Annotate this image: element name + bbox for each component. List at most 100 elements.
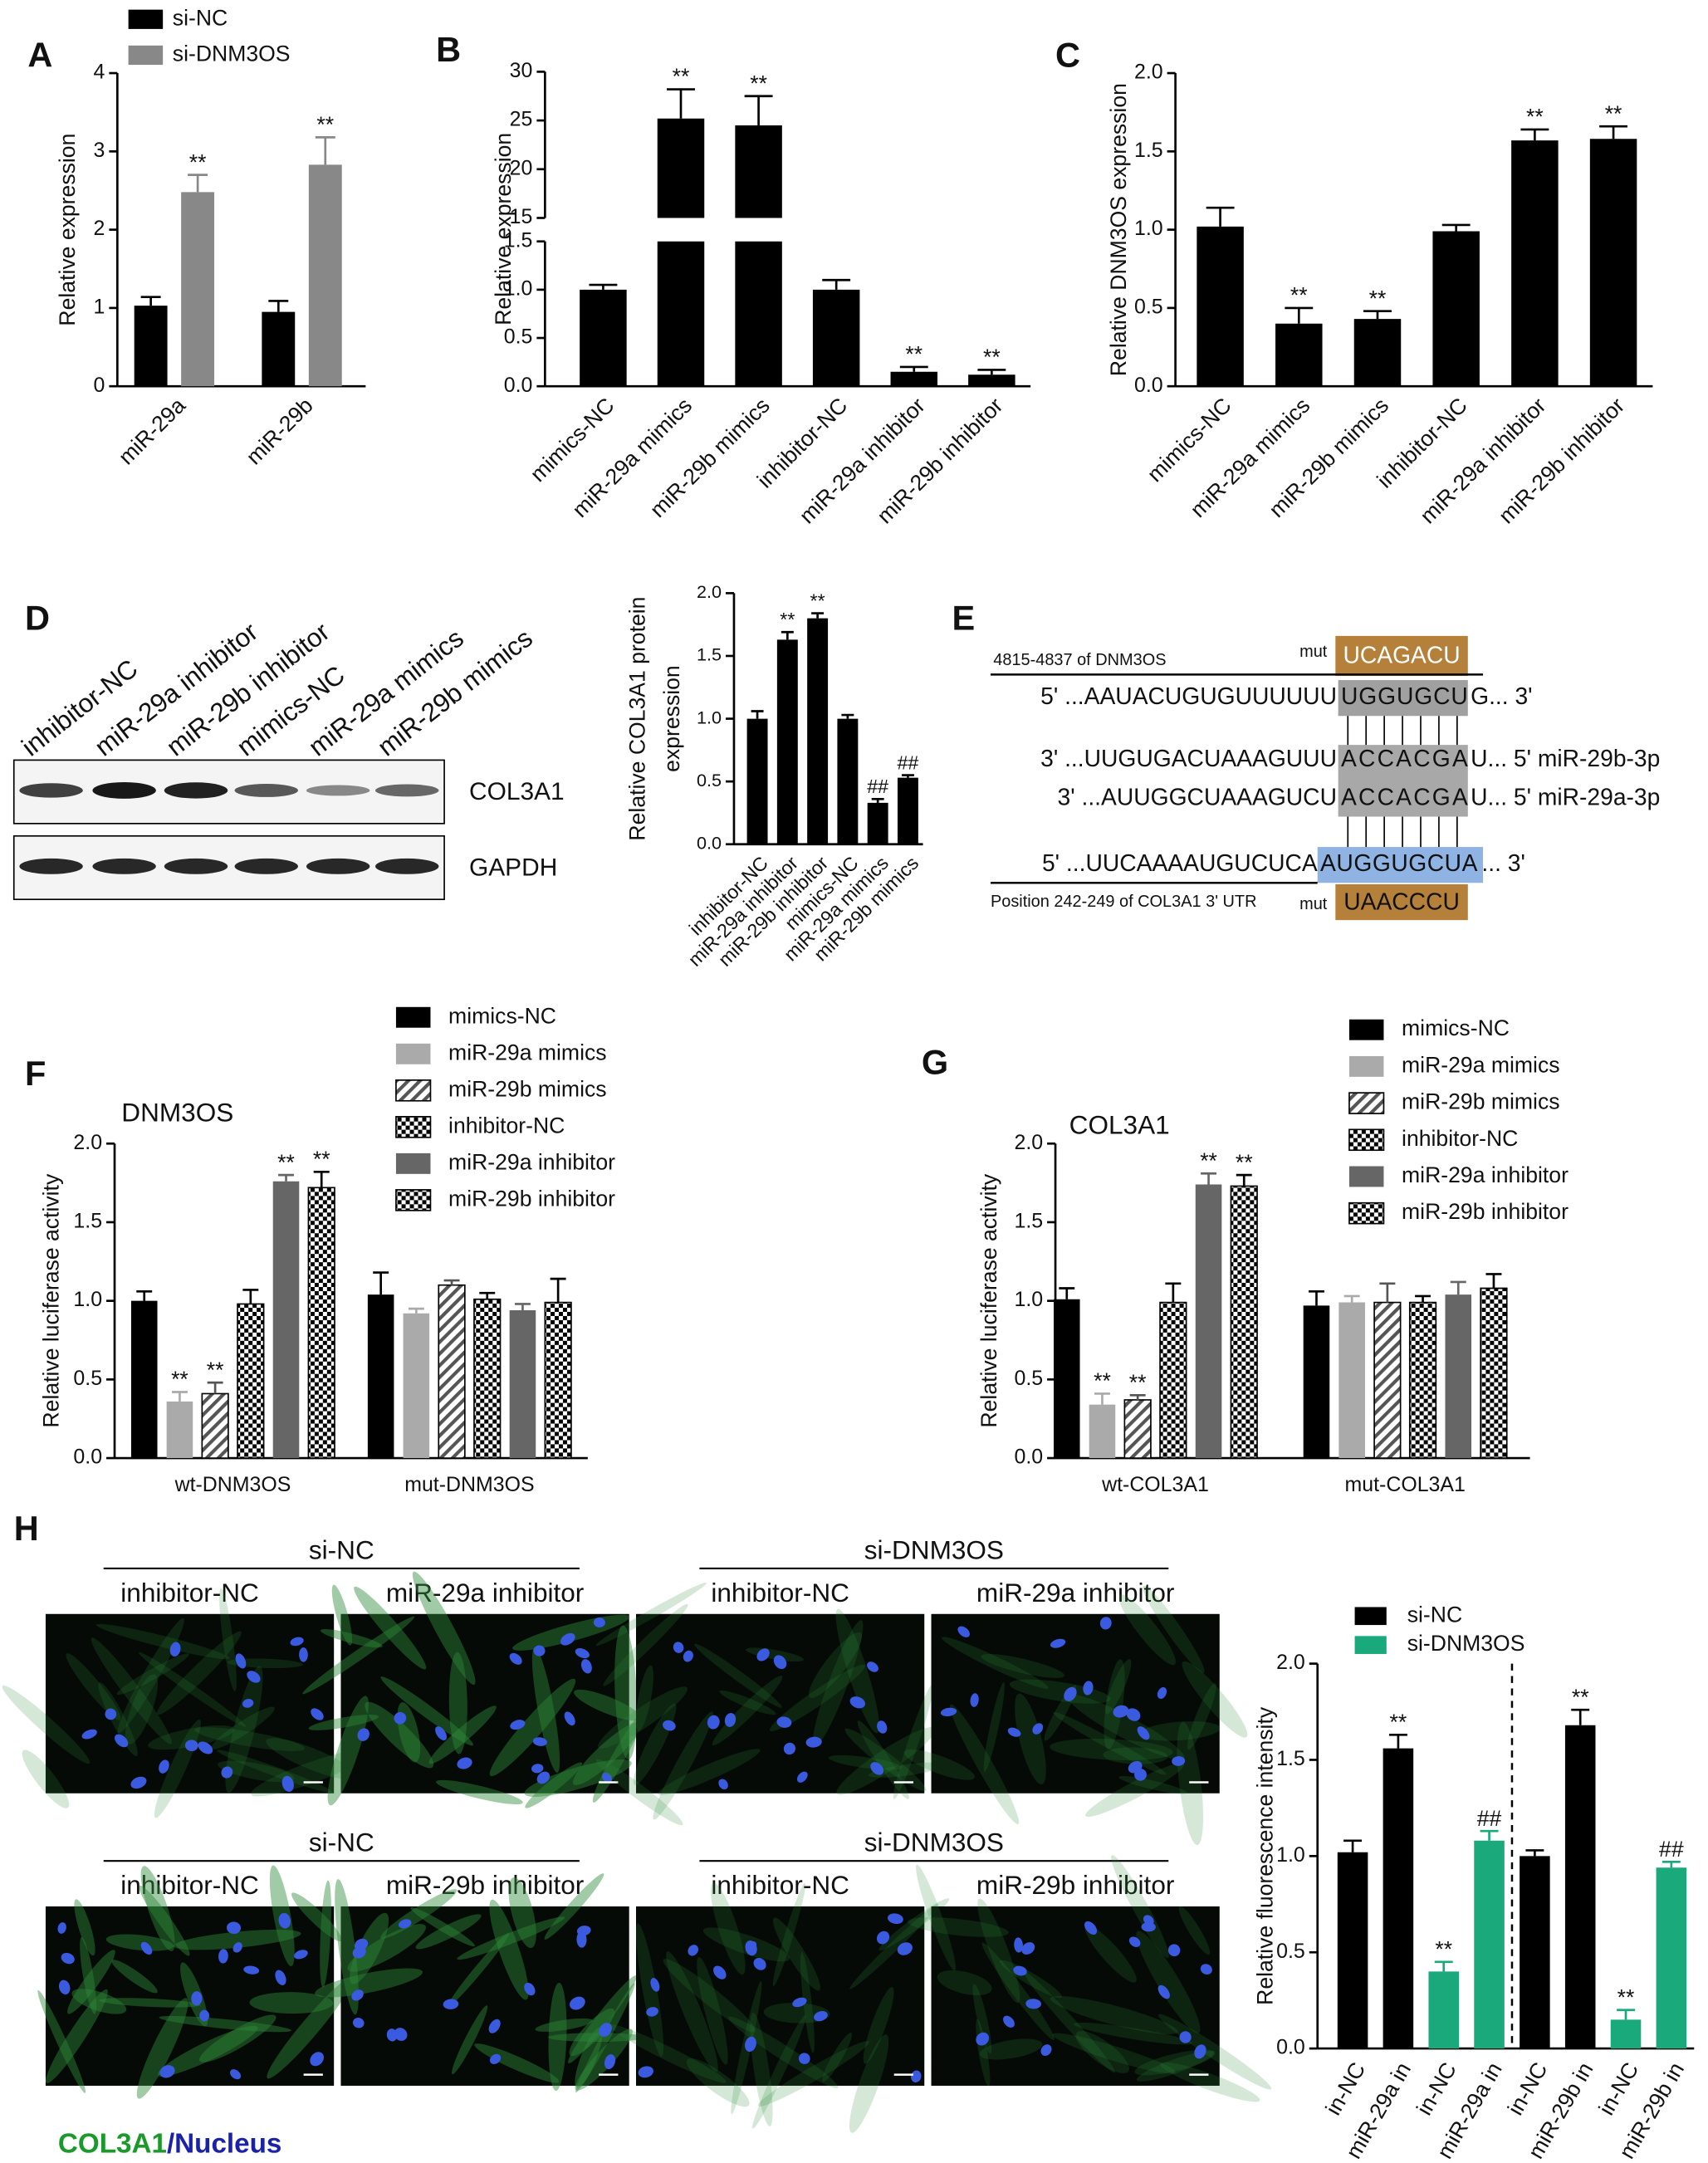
sequence-site: ACCACGA xyxy=(1341,783,1468,810)
group-label: si-NC xyxy=(309,1828,374,1857)
bar xyxy=(1053,1299,1080,1459)
fiber xyxy=(1050,1995,1178,2034)
fiber xyxy=(148,1725,235,1750)
bar xyxy=(1373,1301,1402,1459)
fiber xyxy=(80,1936,97,2014)
x-tick-label: wt-COL3A1 xyxy=(1101,1473,1209,1496)
fiber xyxy=(140,1866,175,1951)
nucleus xyxy=(575,1647,590,1659)
fiber xyxy=(916,1864,956,1971)
nucleus xyxy=(394,1711,407,1725)
fiber xyxy=(508,1877,536,1949)
bar xyxy=(1480,1287,1508,1459)
y-tick-label: 1.0 xyxy=(1276,1843,1305,1867)
nucleus xyxy=(61,1952,75,1965)
fiber xyxy=(575,2027,603,2088)
fiber xyxy=(218,1760,295,1783)
nucleus xyxy=(756,1648,770,1661)
nucleus xyxy=(1014,1937,1023,1953)
y-tick-label: 2 xyxy=(94,217,105,240)
nucleus xyxy=(570,1996,585,2010)
fiber xyxy=(836,1726,936,1795)
legend-label: miR-29a mimics xyxy=(1402,1052,1560,1077)
nucleus xyxy=(399,1919,412,1929)
nucleus xyxy=(159,2065,175,2078)
error-bar xyxy=(1520,128,1549,141)
bar xyxy=(307,1187,335,1459)
fiber xyxy=(1139,1721,1221,1741)
legend-swatch xyxy=(395,1043,431,1064)
nucleus xyxy=(191,1991,203,2006)
nucleus xyxy=(724,1712,737,1727)
y-tick-label: 0.0 xyxy=(504,374,533,397)
error-bar xyxy=(1308,1289,1324,1306)
nucleus xyxy=(876,1931,890,1945)
annotation: ** xyxy=(750,71,767,95)
fiber xyxy=(66,1653,121,1720)
fiber xyxy=(1111,1855,1169,1959)
nucleus xyxy=(311,1708,324,1720)
fiber xyxy=(22,1749,70,1808)
nucleus xyxy=(593,1617,605,1627)
fiber xyxy=(139,1652,247,1727)
nucleus xyxy=(357,1728,369,1741)
caption-counterstain: /Nucleus xyxy=(167,2128,281,2159)
fiber xyxy=(869,1762,947,1778)
nucleus xyxy=(877,1720,888,1734)
fiber xyxy=(320,1629,383,1648)
bar xyxy=(1408,1301,1437,1459)
y-tick-label: 0 xyxy=(94,374,105,397)
bar xyxy=(1428,1971,1460,2049)
nucleus xyxy=(650,1978,660,1992)
nucleus xyxy=(976,2032,990,2046)
y-tick-label: 1.0 xyxy=(1134,217,1163,240)
nucleus xyxy=(232,1942,242,1953)
annotation: ** xyxy=(1094,1368,1111,1393)
nucleus xyxy=(532,1737,547,1746)
error-bar xyxy=(1571,1708,1590,1725)
nucleus xyxy=(115,1734,129,1748)
fiber xyxy=(822,2032,853,2082)
nucleus xyxy=(105,1708,117,1720)
nucleus xyxy=(351,1989,364,2001)
y-tick-label: 0.0 xyxy=(73,1446,102,1469)
y-tick-label: 0.0 xyxy=(697,832,722,853)
fiber xyxy=(800,1951,815,2053)
fiber xyxy=(595,1583,707,1647)
error-bar xyxy=(1450,1280,1466,1295)
fiber xyxy=(308,1715,379,1730)
bar xyxy=(272,1181,300,1459)
legend-swatch xyxy=(1348,1201,1385,1225)
nucleus xyxy=(1083,1681,1094,1696)
bar xyxy=(1589,139,1637,387)
fiber xyxy=(844,1728,927,1792)
fiber xyxy=(772,1917,820,1991)
fiber xyxy=(1105,1659,1132,1715)
nucleus xyxy=(57,1922,66,1934)
bar xyxy=(1656,1867,1687,2049)
condition-label: miR-29a inhibitor xyxy=(976,1578,1174,1608)
annotation: ** xyxy=(1605,101,1622,126)
fiber xyxy=(1103,1747,1168,1764)
error-bar xyxy=(550,1277,566,1303)
nucleus xyxy=(81,1729,97,1740)
nucleus xyxy=(1141,1922,1156,1932)
bar xyxy=(1511,140,1559,387)
fiber xyxy=(981,1942,1055,2041)
nucleus xyxy=(524,1982,536,1996)
row-label: COL3A1 xyxy=(469,778,565,805)
fiber xyxy=(614,1625,638,1760)
error-bar xyxy=(479,1291,496,1299)
legend-label: mimics-NC xyxy=(1402,1015,1510,1040)
legend-label: mimics-NC xyxy=(448,1003,556,1028)
y-tick-label: 3 xyxy=(94,139,105,162)
annotation: ## xyxy=(867,776,888,797)
annotation: ## xyxy=(1477,1806,1502,1831)
bar xyxy=(890,371,938,387)
nucleus xyxy=(940,1707,957,1717)
fiber xyxy=(603,1603,688,1686)
fiber xyxy=(227,1658,303,1669)
nucleus xyxy=(897,1942,913,1955)
fiber xyxy=(335,1879,359,2015)
